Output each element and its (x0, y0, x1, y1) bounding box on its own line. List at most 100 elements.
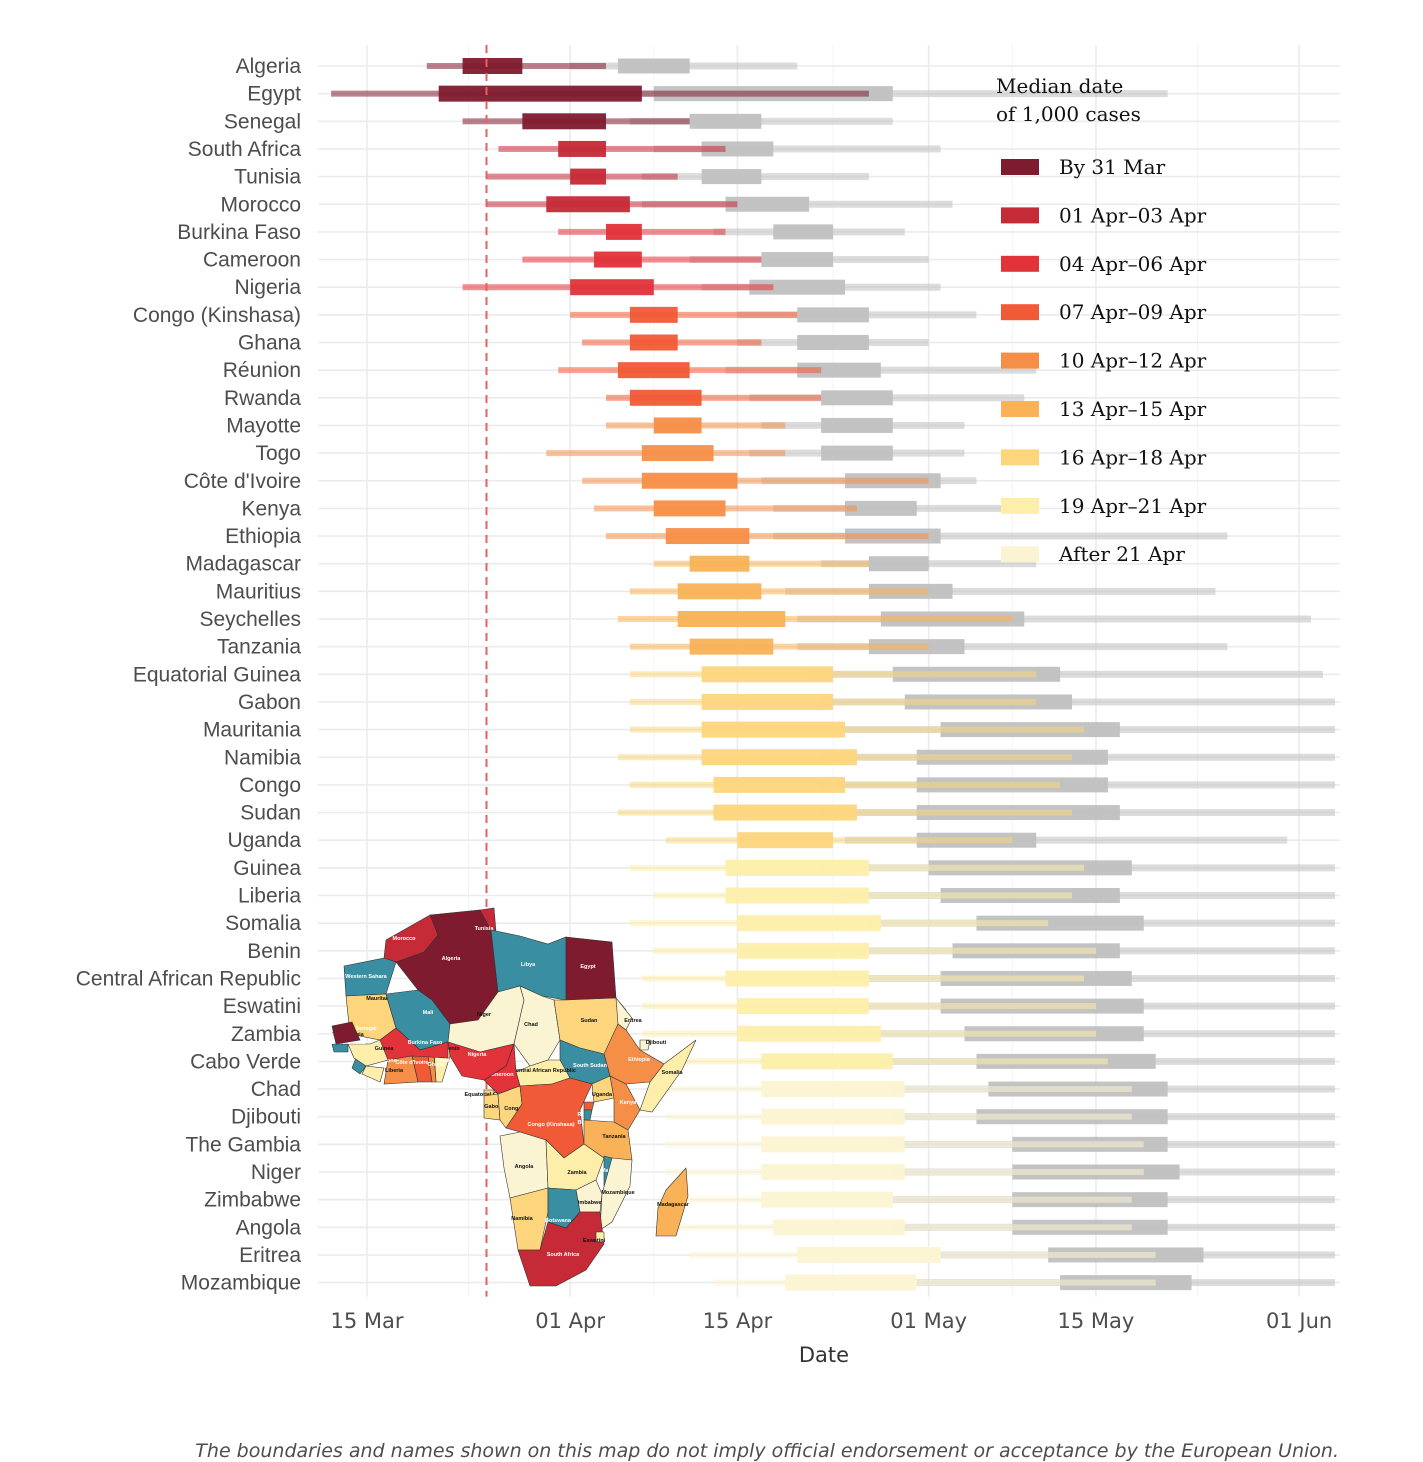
cases-inner-bar (761, 1081, 905, 1098)
legend-swatch (1001, 255, 1039, 272)
map-country-label: Congo (Kinshasa) (527, 1122, 574, 1128)
cases-inner-bar (570, 279, 654, 296)
country-label: Guinea (233, 857, 301, 880)
gray-inner-bar (761, 252, 834, 268)
map-disclaimer-caption: The boundaries and names shown on this m… (195, 1440, 1339, 1462)
legend-swatch (1001, 497, 1039, 514)
map-country-label: South Africa (547, 1252, 580, 1258)
legend-swatch (1001, 352, 1039, 369)
country-intervals (641, 998, 1335, 1015)
country-label: Equatorial Guinea (133, 663, 301, 686)
country-label: Réunion (223, 359, 301, 382)
gray-inner-bar (701, 169, 762, 185)
map-country-label: Djibouti (646, 1040, 667, 1046)
country-label: Tunisia (234, 166, 301, 189)
country-intervals (629, 859, 1335, 876)
legend-label: 16 Apr–18 Apr (1059, 445, 1207, 469)
bars-layer (331, 58, 1335, 1291)
cases-inner-bar (737, 1025, 881, 1042)
map-country-label: Egypt (580, 964, 595, 970)
map-country-label: Madagascar (657, 1202, 690, 1208)
map-country-label: Niger (477, 1012, 492, 1018)
country-intervals (522, 251, 929, 268)
map-country-label: Guinea-Bissau (327, 1040, 366, 1046)
map-country-senegal (331, 1021, 361, 1045)
map-country-label: Botswana (545, 1218, 572, 1224)
cases-inner-bar (462, 58, 523, 74)
cases-inner-bar (725, 859, 869, 876)
gray-outer-bar (785, 587, 1216, 595)
cases-inner-bar (653, 500, 726, 517)
country-intervals (629, 583, 1216, 600)
x-tick-label: 15 May (1058, 1309, 1135, 1333)
cases-outer-bar (582, 477, 929, 484)
country-intervals (629, 915, 1335, 932)
map-country-eswatini (595, 1231, 605, 1243)
legend-label: 13 Apr–15 Apr (1059, 397, 1207, 421)
legend-label: After 21 Apr (1058, 542, 1185, 566)
map-country-label: Senegal (355, 1026, 377, 1032)
gray-inner-bar (821, 390, 893, 406)
country-intervals (617, 611, 1312, 627)
country-label: Rwanda (224, 387, 301, 410)
x-tick-label: 01 Apr (535, 1309, 605, 1333)
country-intervals (331, 85, 1168, 102)
cases-inner-bar (606, 223, 642, 240)
country-intervals (570, 306, 977, 323)
cases-inner-bar (665, 528, 750, 545)
country-intervals (462, 279, 941, 296)
map-country-namibia (509, 1187, 549, 1251)
cases-inner-bar (629, 334, 678, 351)
gray-outer-bar (797, 643, 1228, 651)
country-label: Mauritania (203, 719, 301, 742)
map-country-label: Gabon (484, 1104, 502, 1110)
map-country-label: Equatorial Guinea (464, 1092, 512, 1098)
map-country-liberia (361, 1065, 385, 1083)
x-tick-label: 15 Apr (703, 1309, 773, 1333)
cases-inner-bar (701, 749, 857, 766)
map-country-label: Burkina Faso (408, 1040, 443, 1046)
cases-outer-bar (606, 394, 822, 401)
country-label: Kenya (241, 497, 301, 520)
country-label: Eritrea (239, 1244, 301, 1267)
gray-outer-bar (797, 615, 1312, 623)
map-country-label: Uganda (592, 1092, 613, 1098)
map-country-label: Côte d'Ivoire (395, 1060, 428, 1066)
cases-inner-bar (689, 555, 750, 572)
country-intervals (677, 1219, 1335, 1236)
legend-label: 19 Apr–21 Apr (1059, 494, 1207, 518)
gray-inner-bar (773, 224, 834, 240)
map-country-label: Mauritania (366, 996, 394, 1002)
legend-label: By 31 Mar (1059, 155, 1166, 179)
country-intervals (665, 1108, 1335, 1125)
cases-inner-bar (713, 804, 857, 821)
cases-inner-bar (761, 1053, 893, 1070)
country-intervals (629, 776, 1335, 793)
country-intervals (606, 417, 965, 434)
country-intervals (665, 1081, 1335, 1098)
legend-swatch (1001, 401, 1039, 417)
map-country-label: Guinea (375, 1046, 395, 1052)
cases-inner-bar (713, 776, 845, 793)
cases-outer-bar (570, 311, 798, 318)
gray-outer-bar (653, 145, 941, 153)
cases-outer-bar (629, 643, 929, 650)
country-intervals (653, 887, 1335, 904)
legend-title: of 1,000 cases (996, 102, 1141, 126)
country-intervals (617, 804, 1335, 821)
cases-outer-bar (713, 1279, 1156, 1286)
country-intervals (594, 500, 1025, 517)
x-tick-label: 15 Mar (330, 1309, 403, 1333)
country-label: Morocco (220, 193, 301, 216)
country-label: Burkina Faso (177, 221, 301, 244)
map-country-south-africa (517, 1211, 605, 1287)
country-label: Congo (Kinshasa) (133, 304, 301, 327)
map-country-label: Congo (504, 1106, 522, 1112)
map-country-rwanda (583, 1101, 595, 1111)
cases-inner-bar (701, 666, 834, 683)
country-intervals (653, 555, 1037, 572)
country-label: Liberia (238, 885, 301, 908)
map-country-label: Nigeria (468, 1052, 488, 1058)
country-label: Namibia (224, 746, 301, 769)
country-label: Central African Republic (76, 967, 301, 990)
